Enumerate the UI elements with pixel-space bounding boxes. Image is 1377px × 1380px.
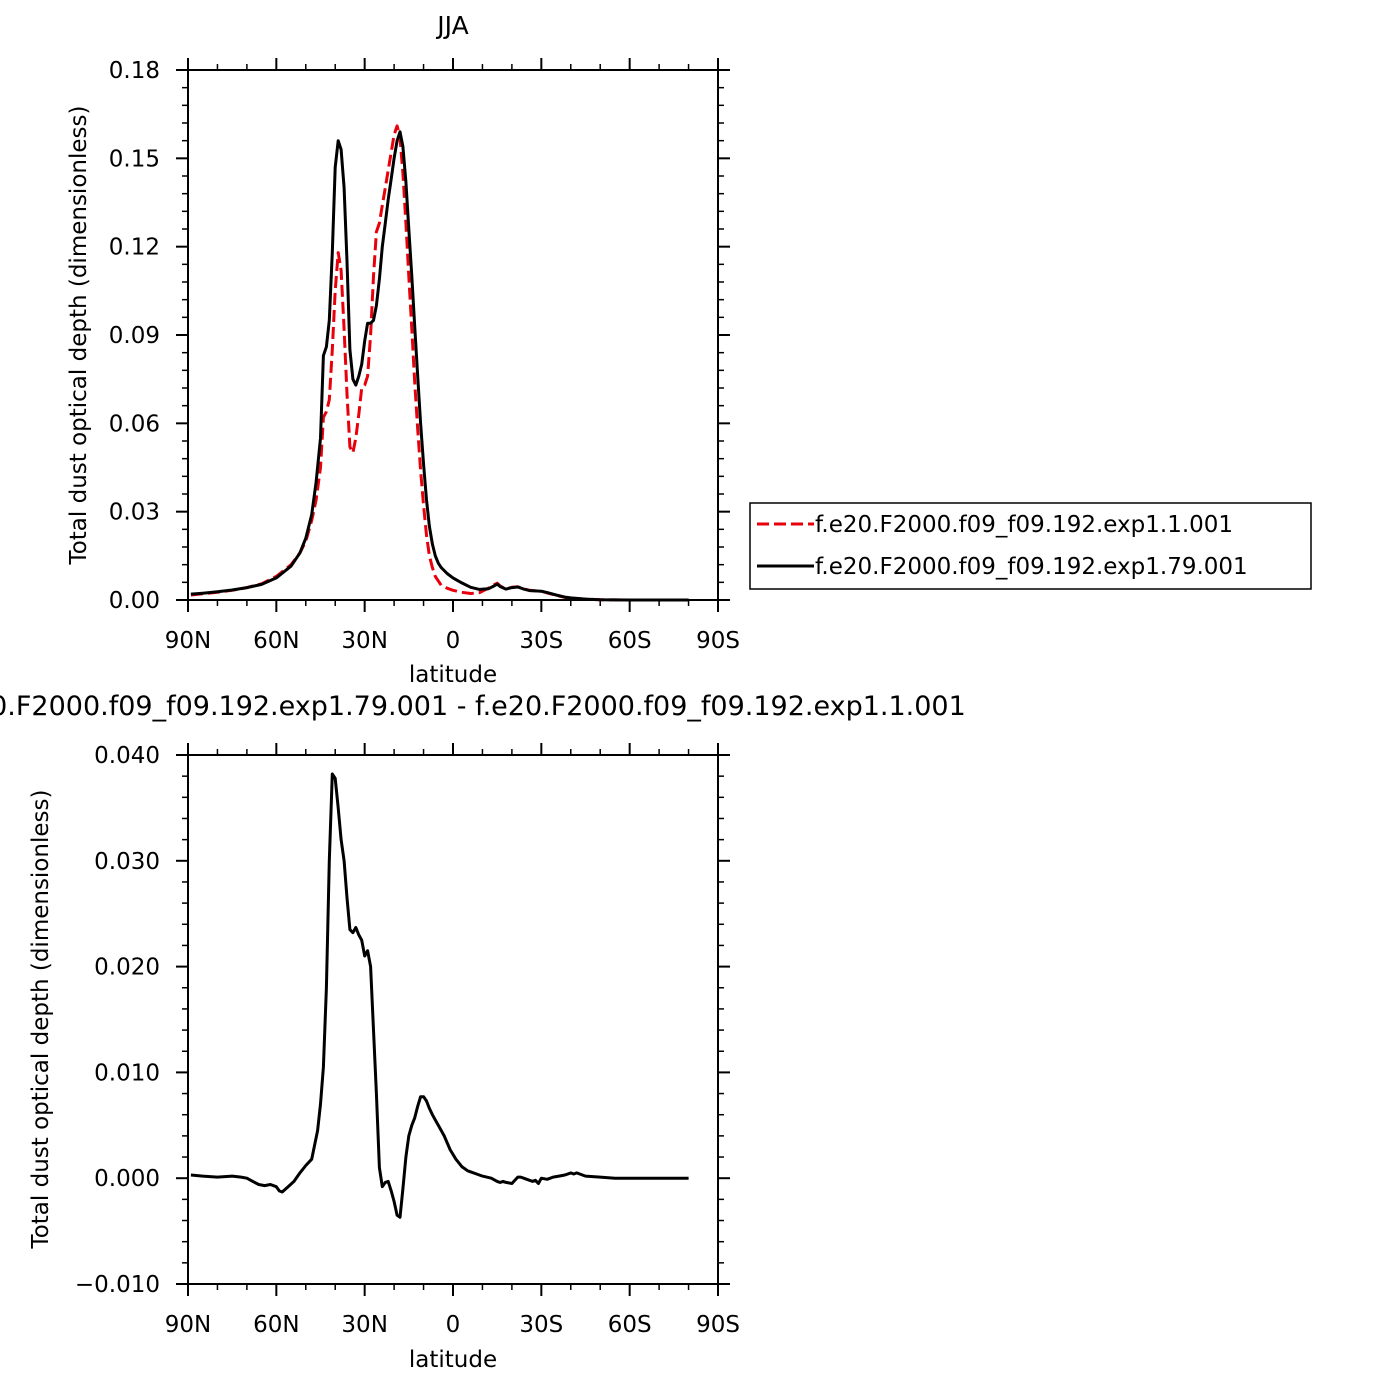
y-tick-label: 0.18 (109, 58, 160, 84)
legend-label-series-1: f.e20.F2000.f09_f09.192.exp1.79.001 (815, 554, 1248, 580)
difference-chart-title: f.e20.F2000.f09_f09.192.exp1.79.001 - f.… (0, 691, 966, 722)
y-tick-label: 0.03 (109, 500, 160, 526)
x-tick-label: 30N (341, 1312, 387, 1338)
chart-bottom: f.e20.F2000.f09_f09.192.exp1.79.001 - f.… (0, 691, 966, 1373)
y-tick-label: 0.12 (109, 235, 160, 261)
plot-frame (187, 754, 719, 1285)
x-axis-label: latitude (409, 662, 497, 688)
x-tick-label: 60N (253, 1312, 299, 1338)
x-tick-label: 60S (608, 1312, 652, 1338)
y-axis-label: Total dust optical depth (dimensionless) (66, 106, 92, 566)
y-tick-label: 0.030 (94, 849, 160, 875)
legend-box (749, 502, 1312, 590)
y-tick-label: 0.020 (94, 955, 160, 981)
x-tick-label: 90S (696, 1312, 740, 1338)
y-tick-label: 0.010 (94, 1060, 160, 1086)
x-tick-label: 0 (446, 1312, 461, 1338)
x-tick-label: 0 (446, 628, 461, 654)
x-tick-label: 30S (519, 1312, 563, 1338)
x-tick-label: 30S (519, 628, 563, 654)
series-line-0 (190, 772, 689, 1219)
chart-top: JJA Total dust optical depth (dimensionl… (66, 11, 740, 688)
y-axis-label: Total dust optical depth (dimensionless) (28, 790, 54, 1250)
plot-frame (187, 69, 719, 601)
y-tick-label: 0.09 (109, 323, 160, 349)
x-tick-label: 90N (165, 628, 211, 654)
y-tick-label: 0.06 (109, 411, 160, 437)
x-tick-label: 90S (696, 628, 740, 654)
chart-title: JJA (435, 11, 468, 40)
y-tick-label: 0.000 (94, 1166, 160, 1192)
y-tick-label: 0.15 (109, 146, 160, 172)
series-line-0 (190, 124, 689, 602)
y-tick-label: 0.040 (94, 743, 160, 769)
y-tick-label: 0.00 (109, 588, 160, 614)
y-tick-label: −0.010 (75, 1272, 160, 1298)
legend-label-series-0: f.e20.F2000.f09_f09.192.exp1.1.001 (815, 512, 1233, 538)
series-line-1 (190, 130, 689, 602)
x-tick-label: 60N (253, 628, 299, 654)
legend: f.e20.F2000.f09_f09.192.exp1.1.001 f.e20… (749, 502, 1312, 590)
x-tick-label: 60S (608, 628, 652, 654)
x-tick-label: 90N (165, 1312, 211, 1338)
x-axis-label: latitude (409, 1347, 497, 1373)
x-tick-label: 30N (341, 628, 387, 654)
